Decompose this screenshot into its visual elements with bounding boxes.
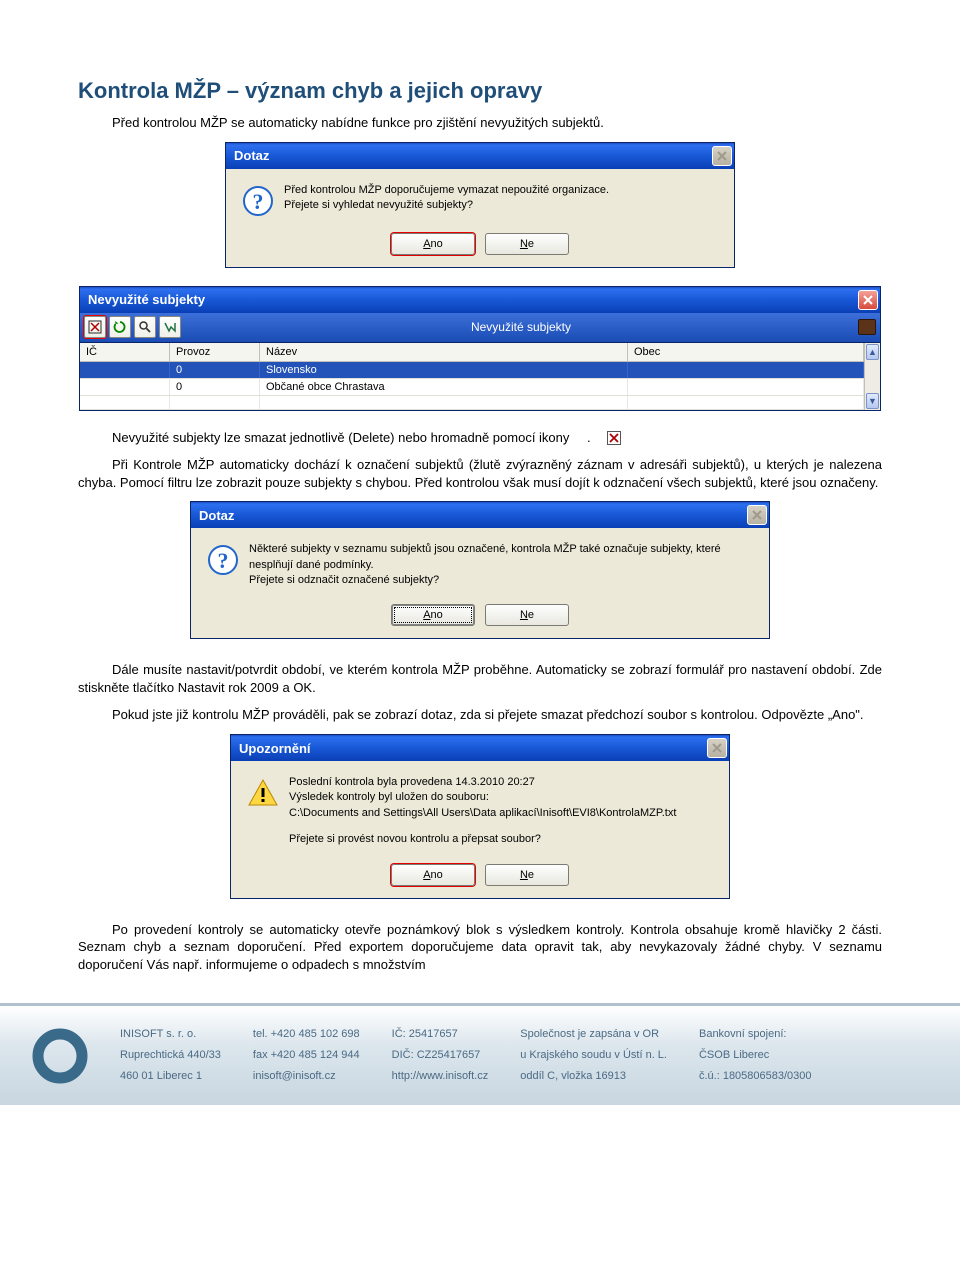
question-icon: ?	[203, 542, 243, 588]
no-button[interactable]: Ne	[485, 604, 569, 626]
table-row	[80, 396, 864, 410]
dialog-message: Poslední kontrola byla provedena 14.3.20…	[283, 775, 717, 848]
para-delete-info: Nevyužité subjekty lze smazat jednotlivě…	[78, 429, 882, 447]
dialog-dotaz-1: Dotaz ? Před kontrolou MŽP doporučujeme …	[225, 142, 735, 268]
close-icon[interactable]	[712, 146, 732, 166]
col-header-nazev[interactable]: Název	[260, 343, 628, 361]
para-vysledek: Po provedení kontroly se automaticky ote…	[78, 921, 882, 974]
toolbar: Nevyužité subjekty	[80, 313, 880, 343]
col-header-provoz[interactable]: Provoz	[170, 343, 260, 361]
no-button[interactable]: Ne	[485, 233, 569, 255]
titlebar: Upozornění	[231, 735, 729, 761]
window-nevyuzite-subjekty: Nevyužité subjekty Nevyužité subjekty	[79, 286, 881, 411]
col-header-obec[interactable]: Obec	[628, 343, 864, 361]
close-icon[interactable]	[858, 290, 878, 310]
dialog-message: Před kontrolou MŽP doporučujeme vymazat …	[278, 183, 722, 217]
svg-text:?: ?	[253, 189, 264, 214]
window-title: Nevyužité subjekty	[88, 292, 858, 307]
toolbar-caption: Nevyužité subjekty	[184, 320, 858, 334]
intro-paragraph: Před kontrolou MŽP se automaticky nabídn…	[78, 114, 882, 132]
footer-col-registry: Společnost je zapsána v ORu Krajského so…	[520, 1024, 667, 1087]
dialog-title: Upozornění	[239, 741, 707, 756]
dialog-upozorneni: Upozornění Poslední kontrola byla proved…	[230, 734, 730, 899]
footer-col-bank: Bankovní spojení:ČSOB Liberecč.ú.: 18058…	[699, 1024, 812, 1087]
yes-button[interactable]: Ano	[391, 233, 475, 255]
no-button[interactable]: Ne	[485, 864, 569, 886]
delete-bulk-icon	[573, 431, 587, 445]
footer: INISOFT s. r. o.Ruprechtická 440/33460 0…	[0, 1003, 960, 1105]
table-row[interactable]: 0 Slovensko	[80, 362, 864, 379]
subjects-table: IČ Provoz Název Obec 0 Slovensko 0	[80, 343, 864, 410]
dialog-dotaz-2: Dotaz ? Některé subjekty v seznamu subje…	[190, 501, 770, 639]
para-kontrola-info: Při Kontrole MŽP automaticky dochází k o…	[78, 456, 882, 491]
dialog-title: Dotaz	[234, 148, 712, 163]
scroll-down-icon[interactable]: ▼	[866, 393, 879, 409]
close-icon[interactable]	[747, 505, 767, 525]
footer-col-id: IČ: 25417657DIČ: CZ25417657http://www.in…	[392, 1024, 489, 1087]
titlebar: Dotaz	[191, 502, 769, 528]
scrollbar[interactable]: ▲ ▼	[864, 343, 880, 410]
footer-col-contact: tel. +420 485 102 698fax +420 485 124 94…	[253, 1024, 360, 1087]
search-icon[interactable]	[134, 316, 156, 338]
para-obdobi: Dále musíte nastavit/potvrdit období, ve…	[78, 661, 882, 696]
page-heading: Kontrola MŽP – význam chyb a jejich opra…	[78, 78, 882, 104]
svg-text:?: ?	[218, 548, 229, 573]
warning-icon	[243, 775, 283, 848]
question-icon: ?	[238, 183, 278, 217]
titlebar: Dotaz	[226, 143, 734, 169]
table-row[interactable]: 0 Občané obce Chrastava	[80, 379, 864, 396]
titlebar: Nevyužité subjekty	[80, 287, 880, 313]
dialog-message: Některé subjekty v seznamu subjektů jsou…	[243, 542, 757, 588]
yes-button[interactable]: Ano	[391, 604, 475, 626]
close-icon[interactable]	[707, 738, 727, 758]
dialog-title: Dotaz	[199, 508, 747, 523]
refresh-icon[interactable]	[109, 316, 131, 338]
para-predchozi: Pokud jste již kontrolu MŽP prováděli, p…	[78, 706, 882, 724]
yes-button[interactable]: Ano	[391, 864, 475, 886]
export-icon[interactable]	[159, 316, 181, 338]
toolbar-indicator-icon	[858, 319, 876, 335]
delete-bulk-icon[interactable]	[84, 316, 106, 338]
footer-logo-icon	[0, 1028, 120, 1084]
scroll-up-icon[interactable]: ▲	[866, 344, 879, 360]
footer-col-company: INISOFT s. r. o.Ruprechtická 440/33460 0…	[120, 1024, 221, 1087]
col-header-ic[interactable]: IČ	[80, 343, 170, 361]
